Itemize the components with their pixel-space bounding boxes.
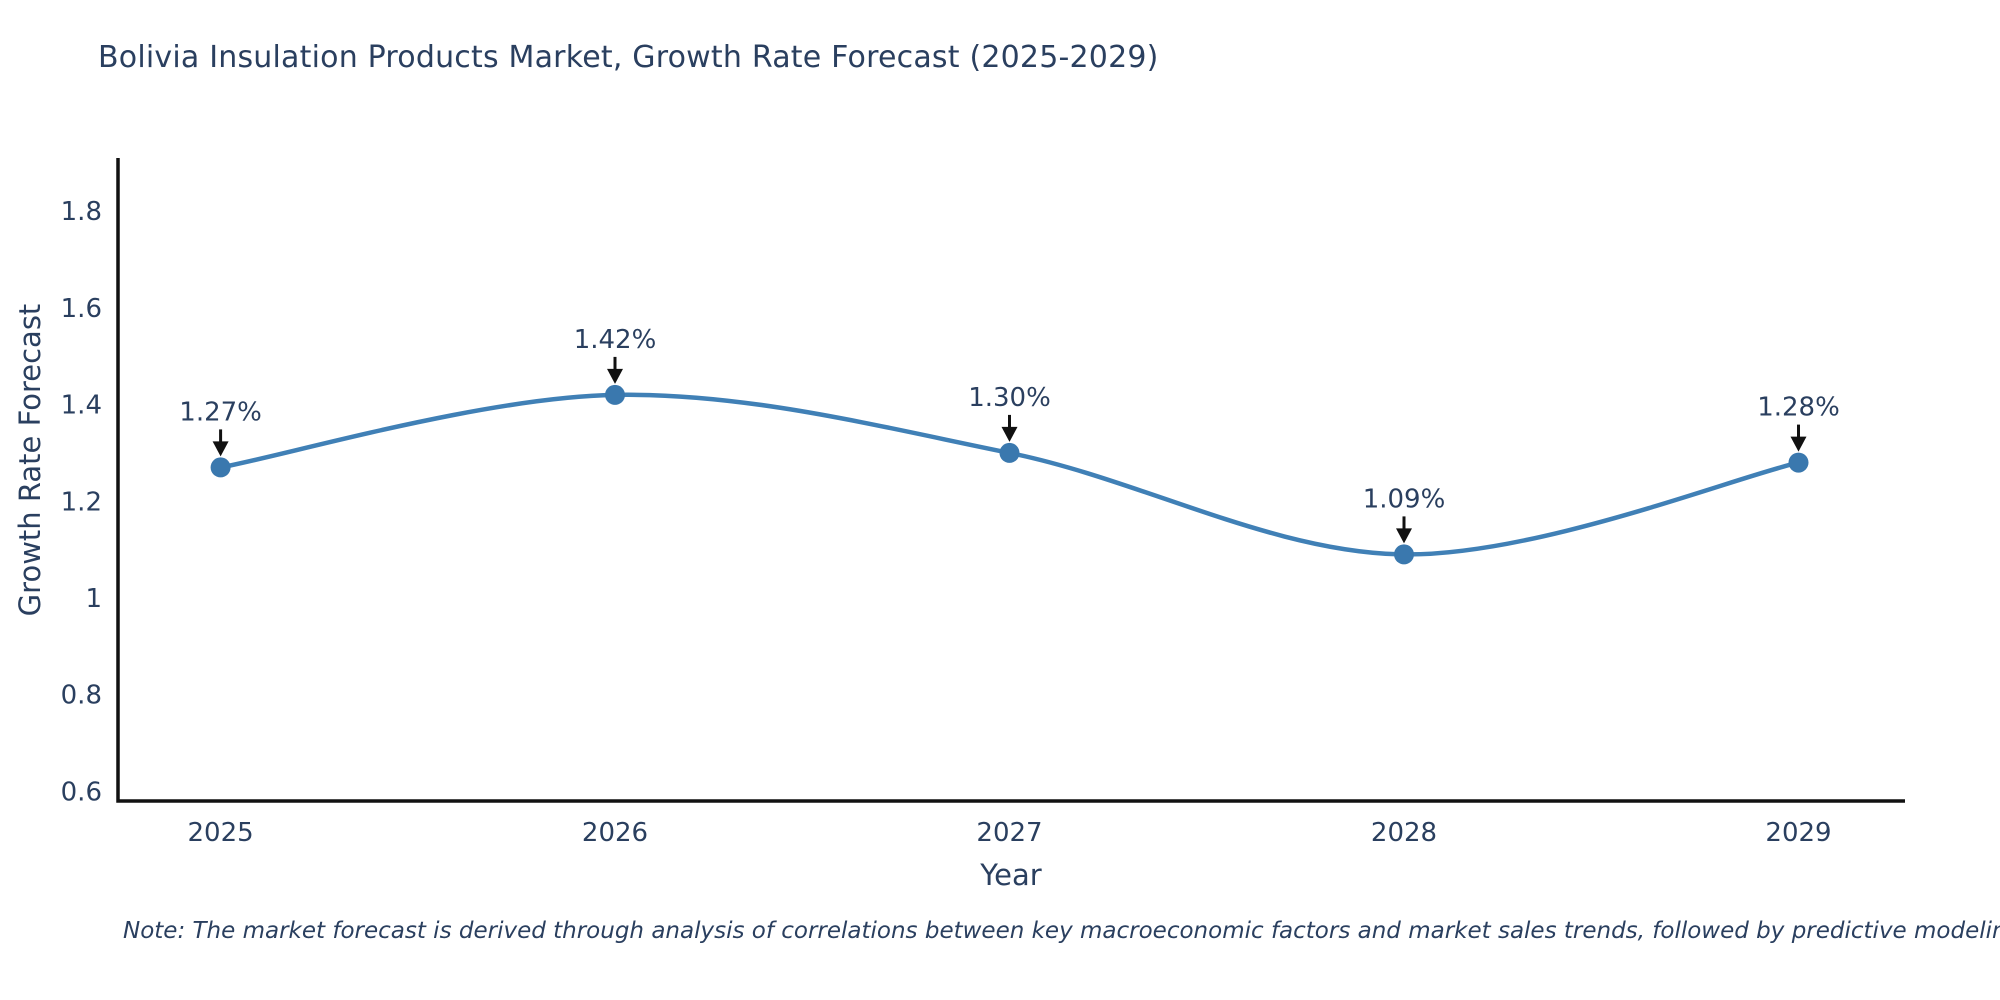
y-tick-label: 1.6: [61, 294, 102, 324]
x-axis-title: Year: [980, 858, 1042, 892]
y-tick-label: 0.8: [61, 681, 102, 711]
annotation-arrow-head-icon: [1396, 528, 1412, 544]
x-tick-label: 2028: [1371, 818, 1437, 848]
footnote-text: Note: The market forecast is derived thr…: [123, 918, 2000, 944]
y-tick-label: 0.6: [61, 777, 102, 807]
x-tick-label: 2027: [976, 818, 1042, 848]
x-tick-label: 2025: [188, 818, 254, 848]
point-value-label: 1.42%: [574, 325, 657, 355]
data-point-2028[interactable]: [1394, 544, 1414, 565]
point-value-label: 1.27%: [179, 397, 262, 427]
x-tick-label: 2026: [582, 818, 648, 848]
annotation-arrow-head-icon: [607, 368, 623, 384]
point-value-label: 1.28%: [1757, 393, 1840, 423]
chart-title: Bolivia Insulation Products Market, Grow…: [98, 40, 1159, 75]
y-tick-label: 1.4: [61, 391, 102, 421]
annotation-arrow-head-icon: [212, 441, 229, 457]
point-value-label: 1.30%: [968, 383, 1051, 413]
y-axis-title: Growth Rate Forecast: [13, 303, 47, 617]
data-point-2025[interactable]: [210, 457, 231, 478]
data-point-2026[interactable]: [605, 384, 625, 405]
y-tick-label: 1.8: [61, 197, 102, 227]
axis-spines: [116, 158, 1905, 803]
annotation-arrow-head-icon: [1001, 426, 1018, 442]
x-tick-label: 2029: [1765, 818, 1831, 848]
y-tick-label: 1: [85, 584, 102, 614]
point-value-label: 1.09%: [1363, 484, 1446, 514]
y-tick-label: 1.2: [61, 487, 102, 517]
data-point-2027[interactable]: [999, 442, 1020, 463]
data-point-2029[interactable]: [1788, 452, 1809, 473]
annotation-arrow-head-icon: [1790, 436, 1807, 452]
